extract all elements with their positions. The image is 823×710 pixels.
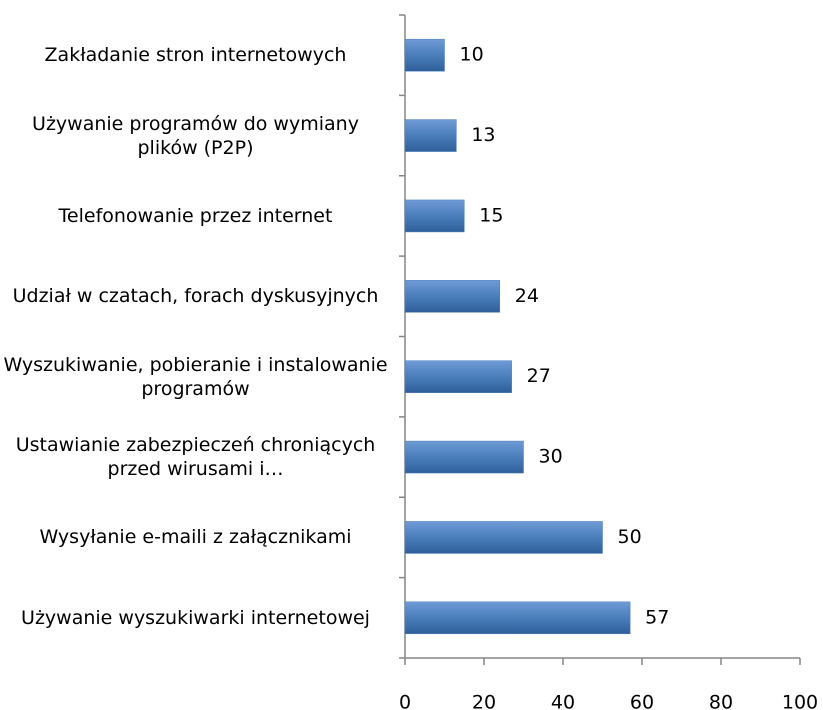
category-label: Używanie wyszukiwarki internetowej xyxy=(21,606,370,629)
x-tick-label: 80 xyxy=(709,692,733,710)
value-label: 50 xyxy=(618,526,642,548)
bar xyxy=(404,601,631,635)
value-label: 10 xyxy=(460,44,484,66)
bar xyxy=(404,360,512,393)
bar xyxy=(404,280,501,313)
x-tick-label: 0 xyxy=(399,692,411,710)
bar xyxy=(404,38,445,72)
value-label: 13 xyxy=(471,124,495,146)
bar xyxy=(404,521,603,554)
x-tick-label: 60 xyxy=(630,692,654,710)
bar xyxy=(404,440,524,474)
x-tick-label: 20 xyxy=(472,692,496,710)
category-label: Ustawianie zabezpieczeń chroniących prze… xyxy=(15,434,376,481)
category-label: Telefonowanie przez internet xyxy=(58,204,333,227)
x-tick-label: 40 xyxy=(551,692,575,710)
value-label: 24 xyxy=(515,285,539,307)
value-label: 30 xyxy=(539,446,563,468)
value-label: 57 xyxy=(645,606,669,628)
bar xyxy=(404,199,465,233)
category-label: Zakładanie stron internetowych xyxy=(44,44,347,67)
category-label: Wysyłanie e-maili z załącznikami xyxy=(39,526,352,549)
x-tick-label: 100 xyxy=(782,692,818,710)
category-label: Udział w czatach, forach dyskusyjnych xyxy=(12,285,379,308)
value-label: 27 xyxy=(527,365,551,387)
category-label: Wyszukiwanie, pobieranie i instalowanie … xyxy=(3,353,388,400)
value-label: 15 xyxy=(479,204,503,226)
bar xyxy=(404,119,457,152)
category-label: Używanie programów do wymiany plików (P2… xyxy=(32,112,359,159)
